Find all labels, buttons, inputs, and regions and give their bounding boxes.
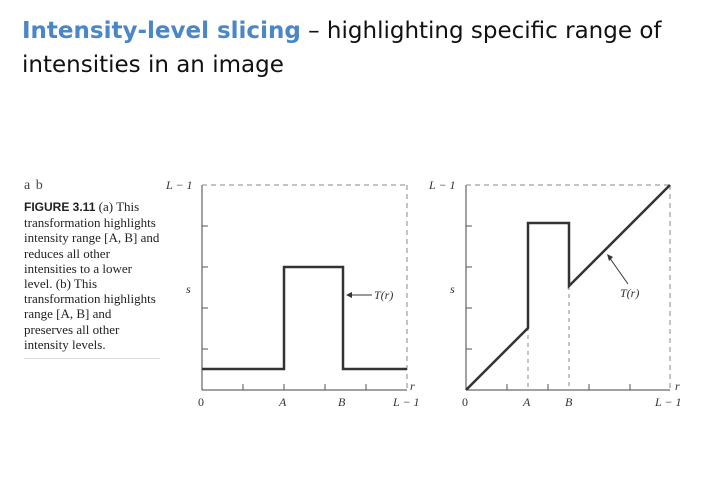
plot-a-y-axis-label: s [186,282,191,296]
plot-b-arrowhead [607,254,613,261]
plot-b-y-top-label: L − 1 [428,178,456,192]
plot-a: L − 1 s T(r) r 0 A B L − 1 [165,178,420,409]
plot-b-x-axis-label: r [675,379,680,393]
plot-a-curve-label: T(r) [374,288,393,302]
plot-b-curve-label: T(r) [620,286,639,300]
plot-a-tick-0: 0 [198,395,204,409]
plot-a-curve [202,265,407,371]
plot-b-tick-L1: L − 1 [654,395,682,409]
plot-a-tick-L1: L − 1 [392,395,420,409]
plot-a-arrowhead [346,292,352,298]
plot-b: L − 1 s T(r) r 0 A B L − 1 [428,178,682,409]
caption-text: (a) This transformation highlights inten… [24,199,160,352]
plot-a-tick-A: A [278,395,287,409]
plot-b-y-axis-label: s [450,282,455,296]
caption-body: FIGURE 3.11 (a) This transformation high… [24,199,160,360]
plot-b-tick-0: 0 [462,395,468,409]
plot-b-curve-pointer [608,256,629,285]
plot-b-ticks [466,225,631,390]
plot-a-ticks [202,225,367,390]
plot-b-curve [465,184,671,391]
panel-letters: a b [24,178,44,193]
title-rest: – highlighting specific range of intensi… [22,18,662,78]
figure-caption: a b FIGURE 3.11 (a) This transformation … [24,178,160,360]
figure-label: FIGURE 3.11 [24,200,96,214]
plot-a-x-axis-label: r [410,379,415,393]
slide-title: Intensity-level slicing – highlighting s… [22,14,702,82]
title-highlight: Intensity-level slicing [22,18,301,44]
plot-a-tick-B: B [338,395,346,409]
plot-b-tick-B: B [565,395,573,409]
plot-a-y-top-label: L − 1 [165,178,193,192]
plot-b-tick-A: A [522,395,531,409]
